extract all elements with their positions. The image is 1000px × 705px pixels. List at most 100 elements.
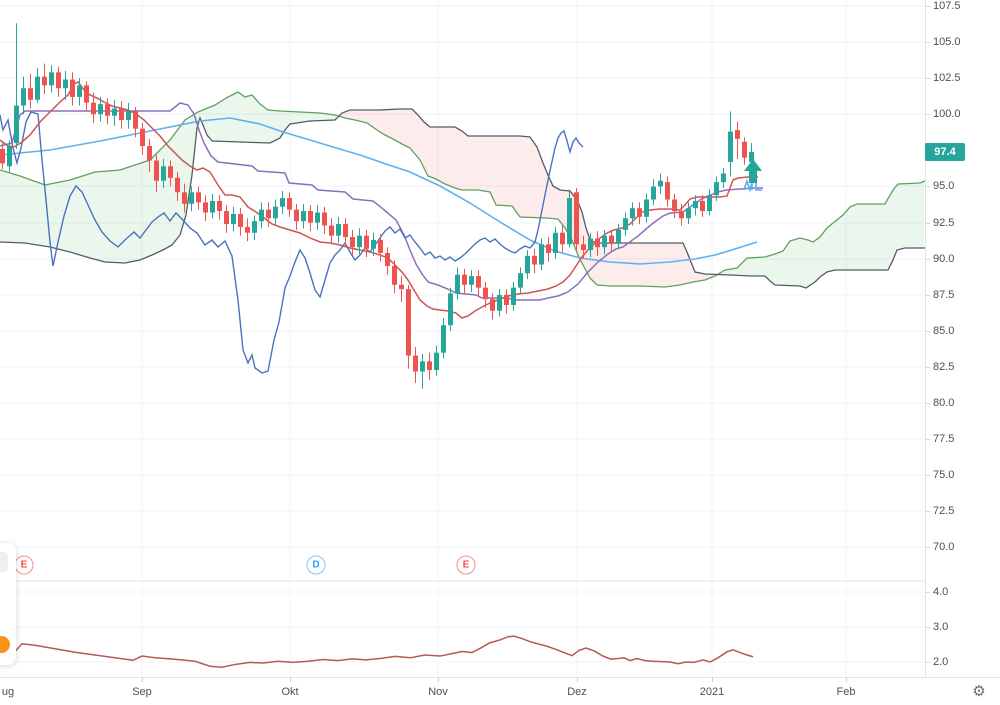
candle-body xyxy=(483,287,488,300)
candle-body xyxy=(371,239,376,249)
event-badge-d[interactable]: D xyxy=(306,555,326,575)
candle-body xyxy=(273,206,278,219)
candle-body xyxy=(574,192,579,245)
candle-body xyxy=(399,284,404,290)
price-tick-label: 3.0 xyxy=(925,621,949,633)
candle-body xyxy=(154,160,159,181)
time-tick-mark xyxy=(577,678,578,682)
candle-body xyxy=(140,128,145,147)
candle-body xyxy=(98,104,103,115)
candle-body xyxy=(231,213,236,225)
candle-body xyxy=(378,239,383,253)
candle-body xyxy=(595,238,600,248)
price-tick-label: 105.0 xyxy=(926,36,961,48)
candle-body xyxy=(714,182,719,196)
candle-body xyxy=(126,111,131,121)
candle-body xyxy=(490,299,495,311)
candle-body xyxy=(294,209,299,222)
event-badge-e[interactable]: E xyxy=(14,555,34,575)
price-axis[interactable]: 107.5 105.0 102.5 100.0 95.0 92.5 90.0 87.5 85.0… xyxy=(925,0,1000,677)
candle-body xyxy=(28,88,33,100)
candle-body xyxy=(413,355,418,372)
candle-body xyxy=(147,146,152,161)
candle-body xyxy=(504,294,509,305)
candle-body xyxy=(336,224,341,236)
volatility-line xyxy=(14,635,754,669)
gear-icon[interactable]: ⚙ xyxy=(972,683,986,700)
candle-body xyxy=(686,208,691,219)
event-badge-e[interactable]: E xyxy=(456,555,476,575)
candle-body xyxy=(259,209,264,222)
chikou-line xyxy=(0,111,584,374)
candle-body xyxy=(420,361,425,372)
candle-body xyxy=(91,102,96,115)
last-price-label: 97.4 xyxy=(925,143,965,161)
senkou-a-line xyxy=(0,91,925,288)
candle-body xyxy=(728,131,733,162)
candle-body xyxy=(14,105,19,144)
price-tick-label: 95.0 xyxy=(925,180,955,192)
price-tick-label: 2.0 xyxy=(925,656,949,668)
candle-body xyxy=(721,173,726,183)
candle-body xyxy=(448,293,453,326)
candle-body xyxy=(49,72,54,86)
time-tick-mark xyxy=(142,678,143,682)
time-tick-mark xyxy=(438,678,439,682)
chart-canvas[interactable] xyxy=(0,0,925,677)
candle-body xyxy=(385,252,390,266)
candle-body xyxy=(434,352,439,371)
time-axis[interactable]: ug Sep Okt Nov Dez 2021 Feb xyxy=(0,677,1000,705)
candle-body xyxy=(588,238,593,251)
candle-body xyxy=(742,141,747,158)
time-tick-label: Nov xyxy=(428,686,448,698)
candle-body xyxy=(189,192,194,204)
candle-body xyxy=(602,235,607,248)
purple-step-line xyxy=(0,102,763,301)
candle-body xyxy=(546,244,551,253)
candle-body xyxy=(301,211,306,222)
candle-body xyxy=(63,79,68,89)
candle-body xyxy=(350,237,355,248)
ma-line xyxy=(0,117,758,265)
candle-body xyxy=(0,148,5,164)
ichimoku-cloud-pink xyxy=(339,109,717,287)
candle-body xyxy=(364,235,369,249)
price-tick-label: 82.5 xyxy=(925,361,955,373)
candle-body xyxy=(77,85,82,97)
time-tick-label: Sep xyxy=(132,686,152,698)
time-tick-label: Dez xyxy=(567,686,587,698)
candle-body xyxy=(168,166,173,178)
price-tick-label: 77.5 xyxy=(925,433,955,445)
price-tick-label: 102.5 xyxy=(926,72,961,84)
price-tick-label: 72.5 xyxy=(925,505,955,517)
price-tick-label: 80.0 xyxy=(925,397,955,409)
candle-body xyxy=(112,108,117,116)
candle-body xyxy=(539,244,544,265)
candle-body xyxy=(203,202,208,213)
candle-body xyxy=(525,255,530,274)
price-tick-label: 100.0 xyxy=(926,108,961,120)
candle-body xyxy=(42,76,47,86)
time-tick-label: Feb xyxy=(836,686,856,698)
panel-menu-button[interactable]: ⁝ xyxy=(0,552,8,572)
candle-body xyxy=(245,226,250,233)
signal-squiggle-mark xyxy=(743,178,753,193)
candle-body xyxy=(210,200,215,213)
candle-body xyxy=(308,211,313,223)
candle-body xyxy=(476,276,481,288)
price-tick-label: 92.5 xyxy=(925,217,955,229)
candle-body xyxy=(133,111,138,129)
candle-body xyxy=(322,212,327,226)
candle-body xyxy=(56,72,61,89)
candle-body xyxy=(406,289,411,356)
buy-signal-arrow-icon[interactable] xyxy=(744,159,762,183)
price-tick-label: 70.0 xyxy=(925,541,955,553)
candle-body xyxy=(266,209,271,219)
candle-body xyxy=(700,200,705,212)
price-tick-label: 85.0 xyxy=(925,325,955,337)
candle-body xyxy=(679,211,684,219)
floating-panel: ⁝ xyxy=(0,543,16,665)
candle-body xyxy=(105,104,110,116)
price-tick-label: 87.5 xyxy=(925,289,955,301)
